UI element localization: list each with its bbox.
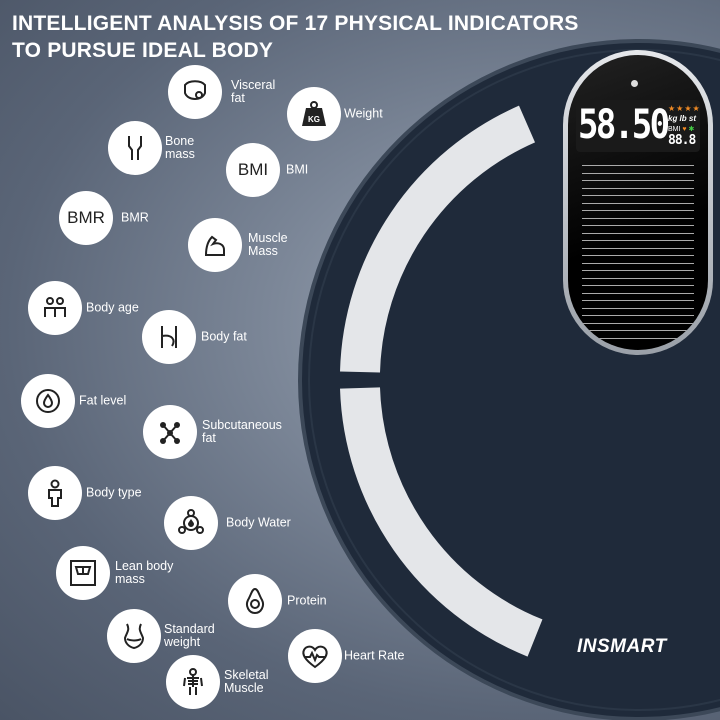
display-lines	[582, 165, 694, 345]
indicator-label: Muscle Mass	[248, 231, 288, 258]
display-panel: 58.50 ★★★★ kg lb st BMI ♥ ✱ 88.8	[563, 50, 713, 355]
indicator-label: Weight	[344, 106, 383, 121]
body-figure-icon	[28, 466, 82, 520]
lcd-screen: 58.50 ★★★★ kg lb st BMI ♥ ✱ 88.8	[576, 100, 700, 152]
unit-labels: kg lb st	[668, 114, 697, 123]
secondary-reading: 88.8	[668, 133, 696, 148]
indicator-label: Standard weight	[164, 622, 215, 649]
indicator-label: BMR	[121, 210, 149, 225]
indicator-label: Visceral fat	[231, 78, 276, 105]
indicator-label: Protein	[287, 593, 327, 608]
indicator-label: Body type	[86, 485, 142, 500]
bmr-text-icon: BMR	[59, 191, 113, 245]
indicator-label: Subcutaneous fat	[202, 418, 282, 445]
molecule-icon	[143, 405, 197, 459]
bone-joint-icon	[108, 121, 162, 175]
scale-icon	[56, 546, 110, 600]
indicator-label: Lean body mass	[115, 559, 174, 586]
heart-rate-icon	[288, 629, 342, 683]
indicator-label: Fat level	[79, 393, 127, 408]
brand-logo: INSMART	[577, 636, 667, 657]
svg-text:KG: KG	[308, 115, 320, 124]
stars-indicator: ★★★★	[668, 104, 701, 113]
fat-gauge-icon	[21, 374, 75, 428]
headline-line-1: INTELLIGENT ANALYSIS OF 17 PHYSICAL INDI…	[12, 12, 579, 35]
indicator-label: Heart Rate	[344, 648, 405, 663]
headline-line-2: TO PURSUE IDEAL BODY	[12, 39, 274, 62]
indicator-label: Body Water	[226, 515, 291, 530]
electrode-lower	[340, 387, 543, 657]
indicator-label: Bone mass	[165, 134, 195, 161]
water-drop-icon	[164, 496, 218, 550]
kg-weight-icon: KG	[287, 87, 341, 141]
electrode-upper	[340, 105, 536, 373]
weight-reading: 58.50	[578, 102, 670, 148]
people-icon	[28, 281, 82, 335]
bmi-indicator: BMI ♥ ✱	[668, 126, 695, 133]
indicator-label: Body fat	[201, 329, 247, 344]
headline: INTELLIGENT ANALYSIS OF 17 PHYSICAL INDI…	[12, 10, 579, 64]
skeleton-icon	[166, 655, 220, 709]
indicator-label: Skeletal Muscle	[224, 668, 269, 695]
visceral-fat-icon	[168, 65, 222, 119]
waist-icon	[107, 609, 161, 663]
avocado-icon	[228, 574, 282, 628]
sensor-dot	[631, 80, 638, 87]
indicator-label: BMI	[286, 162, 309, 177]
arm-muscle-icon	[188, 218, 242, 272]
indicator-label: Body age	[86, 300, 139, 315]
belly-icon	[142, 310, 196, 364]
bmi-text-icon: BMI	[226, 143, 280, 197]
